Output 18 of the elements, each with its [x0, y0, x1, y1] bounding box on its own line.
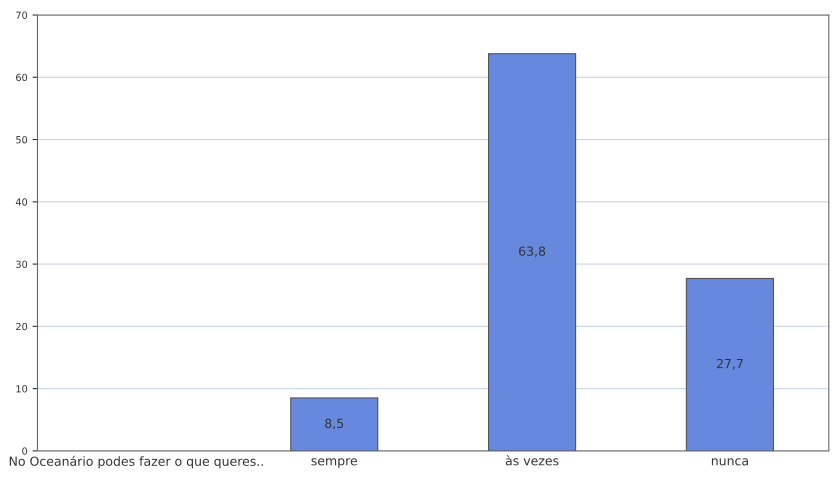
bar [686, 278, 774, 451]
y-tick-label: 10 [16, 385, 28, 392]
y-tick-label: 30 [16, 260, 28, 268]
x-tick-label: sempre [311, 458, 358, 468]
y-tick-label: 50 [16, 136, 28, 144]
y-tick-label: 0 [22, 447, 28, 455]
y-tick-label: 40 [16, 198, 28, 206]
y-tick-label: 20 [16, 322, 28, 330]
x-tick-label: às vezes [506, 455, 558, 466]
data-label: 27,7 [716, 358, 743, 370]
y-tick-label: 70 [16, 12, 28, 19]
bar [290, 397, 378, 451]
y-tick-label: 60 [16, 74, 28, 82]
data-label: 63,8 [519, 246, 546, 258]
data-label: 8,5 [325, 418, 344, 430]
x-tick-label: nunca [712, 458, 748, 466]
x-tick-label: No Oceanário podes fazer o que queres.. [10, 456, 263, 468]
bar [488, 53, 576, 451]
